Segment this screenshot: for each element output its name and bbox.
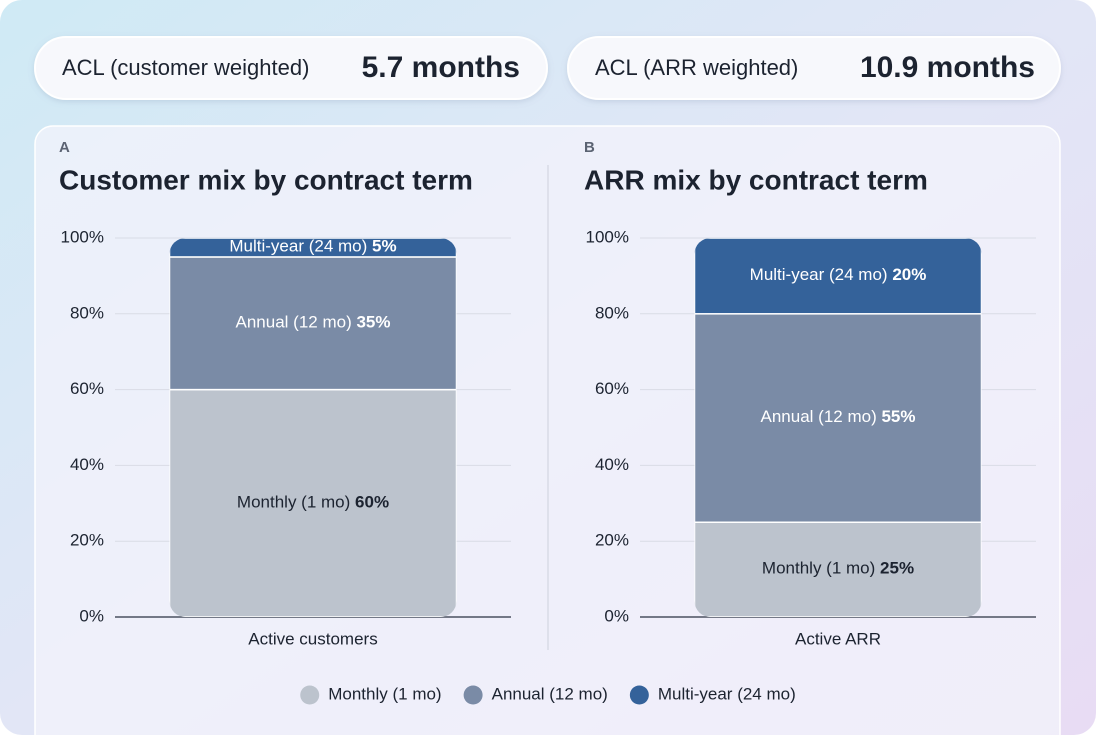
y-tick-label: 60%: [70, 379, 104, 398]
chart-title: Customer mix by contract term: [59, 164, 473, 195]
bar-stack: [694, 238, 982, 617]
y-tick-label: 0%: [604, 606, 629, 625]
kpi-value: 10.9 months: [860, 51, 1035, 84]
bar-segment: [169, 238, 457, 258]
y-tick-label: 20%: [595, 531, 629, 550]
segment-value: 20%: [892, 265, 926, 284]
segment-value: 60%: [355, 493, 389, 512]
segment-name: Multi-year (24 mo): [229, 237, 367, 256]
y-tick-label: 40%: [595, 455, 629, 474]
segment-label: Multi-year (24 mo) 20%: [750, 265, 927, 284]
y-tick-label: 20%: [70, 531, 104, 550]
legend-label: Monthly (1 mo): [328, 684, 441, 703]
bar-segment: [694, 238, 982, 315]
legend-swatch: [629, 685, 649, 705]
segment-label: Annual (12 mo) 35%: [236, 313, 391, 332]
legend-swatch: [300, 685, 320, 705]
y-tick-label: 60%: [595, 379, 629, 398]
y-tick-label: 0%: [79, 606, 104, 625]
bar-segment: [169, 388, 457, 617]
kpi-pill: [34, 36, 548, 100]
segment-label: Annual (12 mo) 55%: [761, 408, 916, 427]
segment-name: Monthly (1 mo): [237, 493, 350, 512]
legend-label: Multi-year (24 mo): [658, 684, 796, 703]
y-tick-label: 80%: [70, 303, 104, 322]
kpi-value: 5.7 months: [362, 51, 520, 84]
bar-stack: [169, 238, 457, 617]
chart-title: ARR mix by contract term: [584, 164, 928, 195]
kpi-pill: [567, 36, 1061, 100]
y-tick-label: 100%: [61, 227, 104, 246]
segment-label: Monthly (1 mo) 60%: [237, 493, 389, 512]
y-tick-label: 80%: [595, 303, 629, 322]
panel-letter: A: [59, 139, 70, 156]
x-tick-label: Active ARR: [795, 629, 881, 648]
segment-value: 25%: [880, 559, 914, 578]
legend-label: Annual (12 mo): [492, 684, 608, 703]
segment-name: Annual (12 mo): [761, 408, 877, 427]
bar-segment: [169, 256, 457, 391]
legend-swatch: [463, 685, 483, 705]
segment-name: Annual (12 mo): [236, 313, 352, 332]
segment-value: 55%: [881, 408, 915, 427]
x-tick-label: Active customers: [248, 629, 377, 648]
segment-name: Multi-year (24 mo): [750, 265, 888, 284]
panel-letter: B: [584, 139, 595, 156]
segment-value: 35%: [356, 313, 390, 332]
segment-value: 5%: [372, 237, 397, 256]
y-tick-label: 40%: [70, 455, 104, 474]
kpi-label: ACL (customer weighted): [62, 55, 309, 80]
segment-label: Multi-year (24 mo) 5%: [229, 237, 396, 256]
y-tick-label: 100%: [586, 227, 629, 246]
segment-name: Monthly (1 mo): [762, 559, 875, 578]
kpi-label: ACL (ARR weighted): [595, 55, 798, 80]
segment-label: Monthly (1 mo) 25%: [762, 559, 914, 578]
